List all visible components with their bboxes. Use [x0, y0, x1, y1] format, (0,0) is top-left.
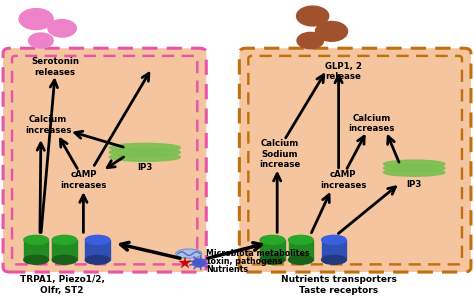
Ellipse shape	[260, 235, 285, 244]
Ellipse shape	[52, 255, 77, 264]
Bar	[289, 240, 313, 260]
Ellipse shape	[85, 255, 110, 264]
Text: Calcium
increases: Calcium increases	[348, 114, 395, 133]
Ellipse shape	[109, 143, 180, 152]
Ellipse shape	[289, 255, 313, 264]
Ellipse shape	[28, 33, 53, 48]
Text: cAMP
increases: cAMP increases	[320, 170, 366, 190]
Text: GLP1, 2
release: GLP1, 2 release	[325, 62, 362, 81]
Ellipse shape	[109, 148, 180, 157]
Ellipse shape	[316, 22, 347, 41]
Ellipse shape	[24, 255, 48, 264]
Ellipse shape	[383, 168, 445, 176]
Bar	[321, 240, 346, 260]
FancyBboxPatch shape	[3, 48, 206, 272]
Text: cAMP
increases: cAMP increases	[60, 170, 107, 190]
Ellipse shape	[383, 160, 445, 168]
Text: IP3: IP3	[137, 163, 153, 172]
Ellipse shape	[321, 235, 346, 244]
Bar	[85, 240, 110, 260]
FancyBboxPatch shape	[239, 48, 471, 272]
Ellipse shape	[24, 235, 48, 244]
Ellipse shape	[297, 32, 323, 49]
Ellipse shape	[109, 153, 180, 161]
Ellipse shape	[297, 6, 328, 26]
Ellipse shape	[48, 19, 76, 37]
Text: Nutrients: Nutrients	[206, 265, 248, 274]
Ellipse shape	[85, 235, 110, 244]
Ellipse shape	[192, 258, 206, 267]
Ellipse shape	[383, 164, 445, 172]
Text: Calcium
increases: Calcium increases	[25, 115, 71, 135]
Ellipse shape	[19, 9, 53, 30]
Bar	[24, 240, 48, 260]
Bar	[260, 240, 285, 260]
Text: IP3: IP3	[407, 180, 422, 189]
Text: Calcium
Sodium
increase: Calcium Sodium increase	[259, 139, 300, 169]
Ellipse shape	[52, 235, 77, 244]
Text: Toxin, pathogens: Toxin, pathogens	[206, 257, 283, 266]
Ellipse shape	[321, 255, 346, 264]
Text: Serotonin
releases: Serotonin releases	[31, 57, 79, 77]
Text: Nutrients transporters
Taste receptors: Nutrients transporters Taste receptors	[281, 275, 397, 294]
Ellipse shape	[260, 255, 285, 264]
Ellipse shape	[176, 249, 202, 258]
Text: TRPA1, Piezo1/2,
Olfr, ST2: TRPA1, Piezo1/2, Olfr, ST2	[20, 275, 105, 294]
Bar	[52, 240, 77, 260]
Text: Microbiota metabolites: Microbiota metabolites	[206, 249, 310, 257]
Ellipse shape	[289, 235, 313, 244]
